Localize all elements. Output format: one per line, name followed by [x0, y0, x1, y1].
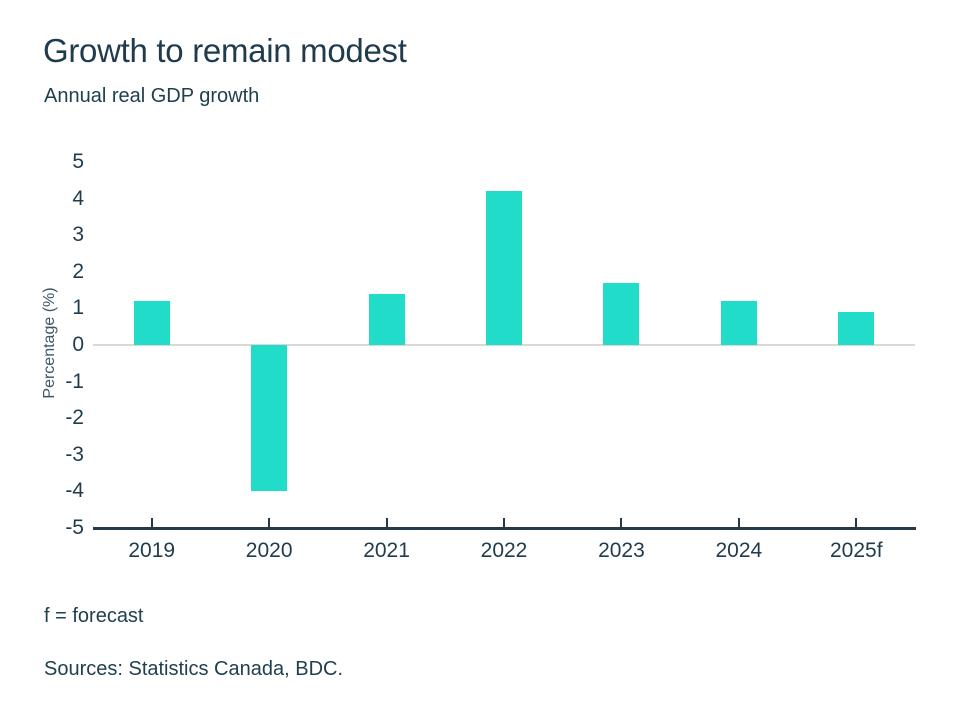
bar-2025f: [838, 312, 875, 345]
bar-2024: [720, 301, 757, 345]
x-tick-mark-2024: [737, 518, 740, 527]
y-tick-label--4: -4: [65, 479, 84, 503]
x-tick-mark-2025f: [855, 518, 858, 527]
y-tick-label-1: 1: [72, 296, 84, 320]
y-tick-label-4: 4: [72, 186, 84, 210]
x-tick-label-2025f: 2025f: [830, 539, 883, 562]
y-tick-label-0: 0: [72, 333, 84, 356]
y-tick-label--5: -5: [65, 516, 84, 539]
y-tick-label-5: 5: [72, 150, 84, 173]
x-tick-mark-2021: [385, 518, 388, 527]
bar-2020: [251, 345, 288, 492]
chart-title: Growth to remain modest: [43, 32, 407, 69]
x-tick-label-2023: 2023: [598, 539, 645, 562]
x-tick-mark-2020: [268, 518, 271, 527]
x-tick-label-2024: 2024: [715, 539, 763, 562]
x-tick-label-2020: 2020: [245, 539, 293, 562]
x-tick-label-2022: 2022: [480, 539, 528, 562]
y-tick-label--1: -1: [65, 369, 84, 393]
y-tick-label-2: 2: [72, 259, 84, 283]
x-axis-line: [93, 527, 916, 530]
bar-2022: [486, 191, 522, 345]
bar-2019: [133, 301, 170, 345]
chart-subtitle: Annual real GDP growth: [44, 85, 260, 107]
source-note: Sources: Statistics Canada, BDC.: [44, 658, 344, 680]
x-tick-mark-2023: [620, 518, 623, 527]
zero-gridline: [93, 344, 915, 346]
y-tick-label-3: 3: [72, 223, 84, 247]
x-tick-label-2021: 2021: [363, 539, 410, 562]
footnote: f = forecast: [44, 605, 144, 627]
x-tick-mark-2019: [150, 518, 153, 527]
x-tick-mark-2022: [503, 518, 505, 527]
x-tick-label-2019: 2019: [128, 539, 176, 562]
y-tick-label--3: -3: [65, 442, 84, 466]
y-tick-label--2: -2: [65, 406, 84, 430]
bar-2021: [368, 293, 405, 345]
bar-2023: [603, 282, 640, 345]
